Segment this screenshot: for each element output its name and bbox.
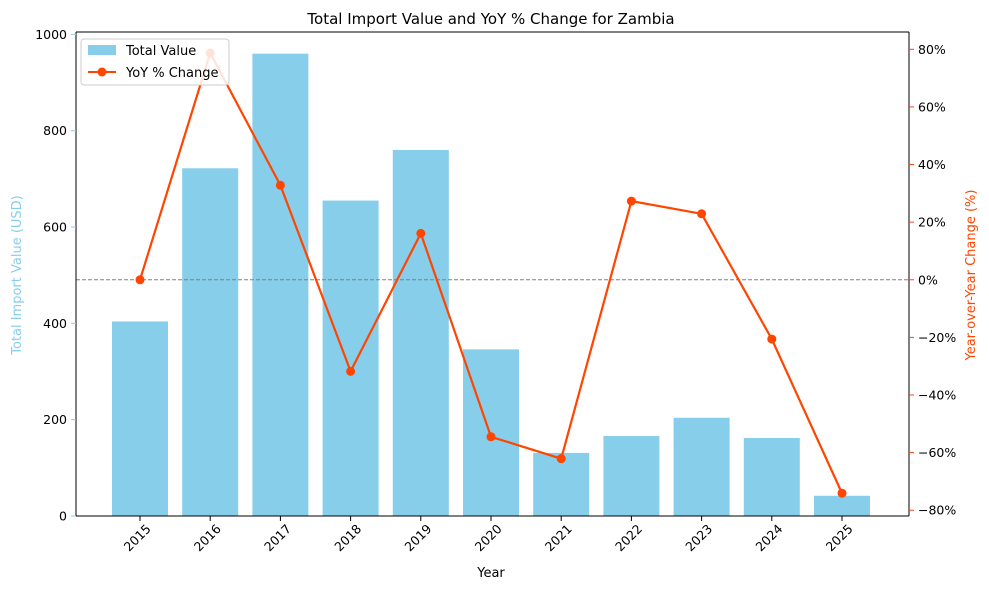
bar-2022 [603,436,660,516]
bar-2016 [182,168,239,517]
yoy-point-2017 [275,180,285,190]
yoy-point-2021 [556,454,566,464]
bar-2017 [252,53,309,517]
y-axis-left-title: Total Import Value (USD) [10,195,25,356]
legend-line-label: YoY % Change [125,66,219,81]
x-tick-label-2024: 2024 [752,521,785,554]
line-layer [135,48,847,498]
yoy-point-2020 [486,432,496,442]
chart-title: Total Import Value and YoY % Change for … [306,10,674,28]
bar-2025 [814,495,870,516]
y-left-tick-label-400: 400 [43,316,67,331]
y-right-tick-label--60: −60% [918,445,956,460]
x-axis-title: Year [476,566,505,581]
y-right-tick-label--40: −40% [918,388,956,403]
y-right-tick-label-20: 20% [918,215,946,230]
yoy-point-2024 [767,334,777,344]
x-tick-label-2017: 2017 [261,521,294,554]
x-tick-label-2022: 2022 [612,521,645,554]
bars-layer [112,53,870,517]
bar-2015 [112,321,168,516]
y-right-tick-label--20: −20% [918,330,956,345]
axes-layer [75,31,910,517]
legend: Total Value YoY % Change [80,38,230,86]
y-right-tick-label-80: 80% [918,42,946,57]
y-left-tick-label-200: 200 [43,412,67,427]
bar-2023 [673,417,730,516]
y-left-tick-label-0: 0 [59,509,67,524]
bar-2018 [322,200,379,516]
yoy-point-2023 [697,209,707,219]
legend-frame [80,38,230,86]
y-right-tick-label-60: 60% [918,99,946,114]
legend-bar-swatch [88,45,116,55]
x-tick-label-2019: 2019 [401,521,434,554]
x-tick-label-2023: 2023 [682,521,715,554]
y-right-tick-label--80: −80% [918,503,956,518]
yoy-point-2022 [626,196,636,206]
yoy-point-2019 [416,228,426,238]
x-tick-label-2015: 2015 [121,521,154,554]
x-tick-label-2018: 2018 [331,521,364,554]
legend-bar-label: Total Value [125,44,196,59]
x-tick-label-2021: 2021 [542,521,575,554]
y-right-tick-label-0: 0% [918,272,938,287]
bar-2019 [392,149,449,516]
x-tick-label-2020: 2020 [472,521,505,554]
bar-2024 [743,437,800,516]
y-left-tick-label-1000: 1000 [35,27,67,42]
x-tick-label-2025: 2025 [823,521,856,554]
legend-line-marker [97,67,107,77]
y-left-tick-label-800: 800 [43,123,67,138]
y-right-tick-label-40: 40% [918,157,946,172]
bar-2021 [533,452,590,516]
y-left-tick-label-600: 600 [43,220,67,235]
yoy-point-2025 [837,488,847,498]
y-axis-right-title: Year-over-Year Change (%) [964,190,979,362]
yoy-point-2018 [346,366,356,376]
x-tick-label-2016: 2016 [191,521,224,554]
yoy-point-2015 [135,275,145,285]
